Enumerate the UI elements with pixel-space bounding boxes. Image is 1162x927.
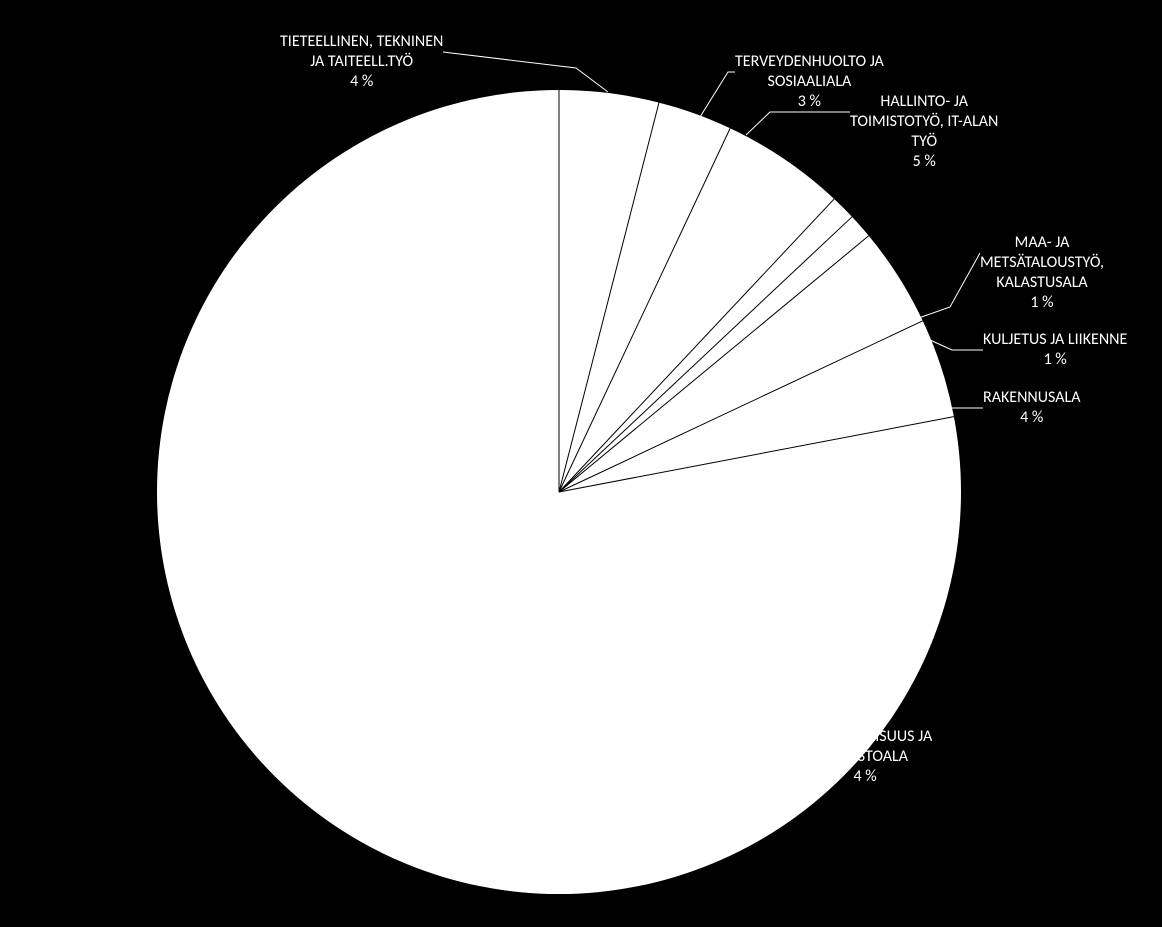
slice-label-muuteollisuus: MUU TEOLLISUUS JA VARASTOALA 4 % <box>798 727 932 787</box>
slice-label-hallinto: HALLINTO- JA TOIMISTOTYÖ, IT-ALAN TYÖ 5 … <box>850 92 998 172</box>
pie-chart-stage: TIETEELLINEN, TEKNINEN JA TAITEELL.TYÖ 4… <box>0 0 1162 927</box>
slice-label-kuljetus: KULJETUS JA LIIKENNE 1 % <box>983 330 1127 370</box>
slice-label-rakennus: RAKENNUSALA 4 % <box>983 388 1080 428</box>
slice-label-maametsa: MAA- JA METSÄTALOUSTYÖ, KALASTUSALA 1 % <box>980 233 1104 313</box>
slice-label-tieteellinen: TIETEELLINEN, TEKNINEN JA TAITEELL.TYÖ 4… <box>280 32 443 92</box>
